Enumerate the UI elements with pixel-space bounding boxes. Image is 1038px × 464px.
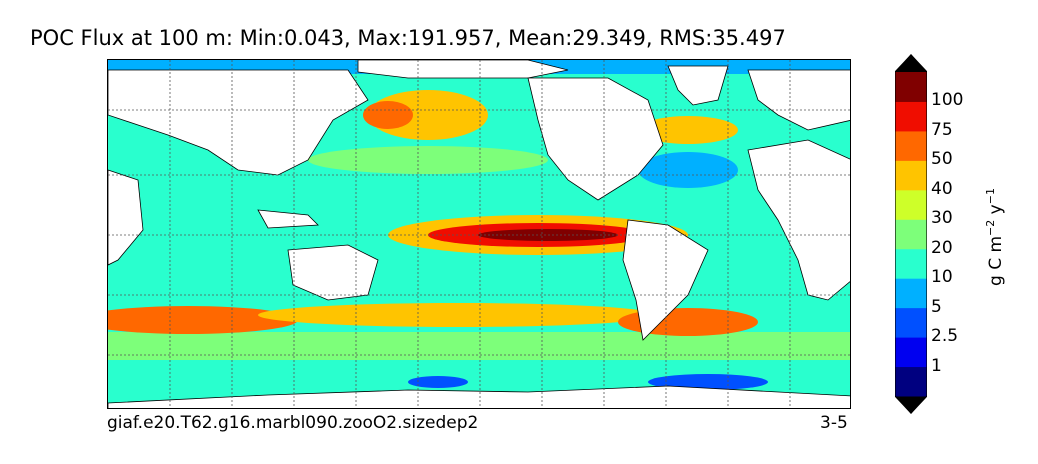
units-text: g C m (985, 235, 1006, 286)
colorbar-extend-min (895, 396, 927, 414)
north-america (527, 77, 664, 201)
arctic-land (357, 60, 569, 79)
colorbar-tick-label: 10 (931, 267, 953, 288)
weddell-blue (648, 374, 768, 390)
colorbar-tick-label: 20 (931, 237, 953, 258)
indonesia (257, 209, 319, 229)
north-pacific-orange (363, 101, 413, 129)
colorbar-tick-label: 1 (931, 355, 942, 376)
colorbar-segment (895, 248, 927, 279)
colorbar-segment (895, 219, 927, 250)
eurasia-east (747, 69, 850, 131)
southern-ocean-orange-west (108, 306, 298, 334)
case-name: giaf.e20.T62.g16.marbl090.zooO2.sizedep2 (107, 413, 479, 433)
colorbar-tick-label: 5 (931, 296, 942, 317)
graticule (108, 60, 850, 408)
north-atlantic-gyre (638, 152, 738, 188)
colorbar-segment (895, 366, 927, 397)
colorbar-segment (895, 101, 927, 132)
units-exponent-1: −2 (984, 219, 998, 236)
continents (108, 60, 850, 408)
colorbar-segment (895, 72, 927, 102)
greenland (667, 65, 729, 106)
units-exponent-2: −1 (984, 188, 998, 205)
colorbar-tick-label: 30 (931, 208, 953, 229)
units-text-2: y (985, 204, 1006, 220)
colorbar-tick-label: 50 (931, 149, 953, 170)
colorbar-tick-label: 100 (931, 90, 964, 111)
ross-blue (408, 376, 468, 388)
colorbar-segment (895, 307, 927, 338)
antarctica (108, 385, 850, 408)
plot-title: POC Flux at 100 m: Min:0.043, Max:191.95… (30, 26, 786, 50)
colorbar (895, 54, 927, 414)
colorbar-segment (895, 337, 927, 368)
colorbar-outline (895, 54, 927, 414)
period-label: 3-5 (820, 413, 848, 433)
colorbar-segment (895, 160, 927, 191)
colorbar-segment (895, 130, 927, 161)
world-map (107, 59, 851, 409)
colorbar-tick-label: 2.5 (931, 326, 959, 347)
colorbar-units-label: g C m−2 y−1 (984, 188, 1006, 286)
colorbar-segment (895, 189, 927, 220)
north-pacific-green (308, 146, 548, 174)
colorbar-extend-max (895, 54, 927, 72)
north-atlantic-yellow (638, 116, 738, 144)
colorbar-segment (895, 278, 927, 309)
colorbar-tick-label: 40 (931, 178, 953, 199)
southern-ocean-yellow (258, 303, 658, 327)
africa (747, 139, 850, 301)
south-america (622, 219, 709, 341)
colorbar-tick-label: 75 (931, 119, 953, 140)
africa-west-edge (108, 169, 144, 266)
poc-flux-map (108, 60, 850, 408)
